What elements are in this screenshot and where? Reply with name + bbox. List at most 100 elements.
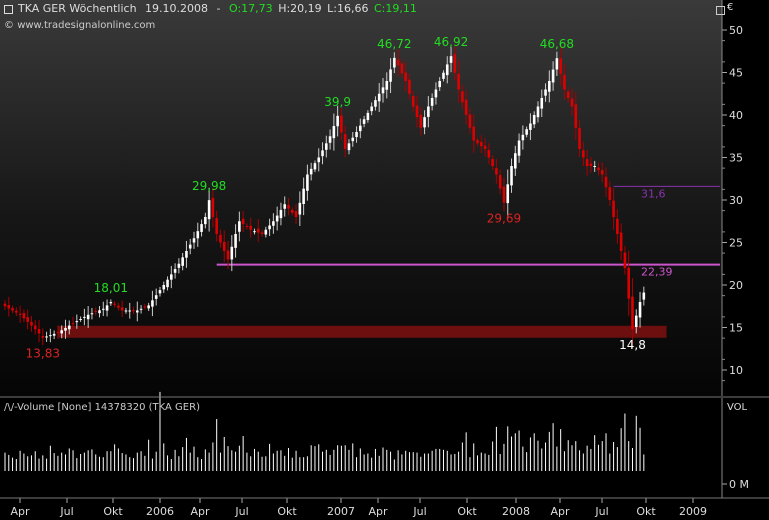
candle	[306, 164, 309, 201]
candle	[355, 126, 358, 143]
y-tick-label: 45	[729, 67, 743, 80]
volume-label: /\/-Volume [None] 14378320 (TKA GER)	[4, 402, 200, 413]
candle	[631, 278, 634, 348]
price-annotation: 46,72	[377, 37, 411, 51]
price-annotation: 46,92	[434, 35, 468, 49]
candle	[52, 330, 56, 340]
candle	[472, 114, 476, 153]
volume-header: /\/-Volume [None] 14378320 (TKA GER)	[4, 402, 200, 413]
y-tick-label: 10	[729, 364, 743, 377]
candle	[207, 187, 211, 232]
candle	[430, 93, 434, 111]
candle	[196, 222, 200, 247]
candle	[215, 210, 218, 242]
window-icon[interactable]	[4, 4, 13, 14]
candle	[374, 96, 377, 111]
x-tick-label: Apr	[10, 505, 30, 518]
candle	[67, 320, 71, 335]
candle	[268, 218, 271, 237]
candle	[491, 155, 494, 170]
candle	[536, 101, 540, 123]
candle	[506, 169, 510, 218]
candle	[166, 276, 169, 291]
candle	[419, 107, 423, 136]
candle	[627, 250, 630, 316]
candle	[188, 238, 192, 255]
x-tick-label: Apr	[190, 505, 210, 518]
price-annotation: 39,9	[324, 95, 351, 109]
price-annotation: 14,8	[619, 338, 646, 352]
close-value: C:19,11	[373, 2, 417, 15]
candle	[332, 113, 336, 151]
candle	[211, 187, 215, 228]
candle	[15, 307, 18, 317]
y-tick-label: 20	[729, 279, 743, 292]
candle	[26, 309, 29, 330]
source-url[interactable]: www.tradesignalonline.com	[17, 20, 156, 31]
candle	[238, 211, 241, 242]
candle	[98, 306, 101, 318]
x-tick-label: 2009	[679, 505, 707, 518]
candle	[642, 286, 646, 306]
candle	[90, 308, 94, 320]
candle	[359, 118, 362, 139]
candle	[495, 158, 498, 184]
candle	[283, 196, 287, 217]
candle	[381, 78, 385, 103]
candle	[340, 108, 343, 140]
line-label-support: 22,39	[641, 266, 673, 279]
candle	[45, 331, 48, 342]
candle	[574, 92, 578, 141]
source-line: © www.tradesignalonline.com	[4, 20, 156, 31]
x-tick-label: 2008	[502, 505, 530, 518]
y-tick-label: 25	[729, 237, 743, 250]
candle	[147, 302, 150, 311]
candle	[400, 59, 404, 78]
y-tick-label: 30	[729, 194, 743, 207]
candle	[272, 213, 275, 234]
candle	[540, 89, 544, 118]
price-annotation: 46,68	[540, 37, 574, 51]
candle	[604, 167, 608, 197]
candle	[325, 135, 328, 158]
symbol-label: TKA GER Wöchentlich	[18, 2, 137, 15]
x-tick-label: Jul	[59, 505, 73, 518]
x-tick-label: Jul	[234, 505, 248, 518]
x-tick-label: 2006	[146, 505, 174, 518]
candle	[109, 299, 113, 306]
candle	[7, 296, 11, 317]
y-tick-label: 35	[729, 152, 743, 165]
candle	[60, 325, 63, 339]
candle	[370, 102, 373, 116]
candle	[442, 70, 445, 82]
x-tick-label: Jul	[412, 505, 426, 518]
candle	[279, 202, 283, 226]
candle	[498, 169, 502, 195]
candle	[445, 56, 449, 84]
candle	[128, 302, 132, 319]
candle	[479, 135, 483, 153]
candle	[105, 299, 109, 317]
candle	[362, 115, 366, 128]
candle	[434, 82, 438, 105]
candle	[597, 162, 600, 176]
chart-header: TKA GER Wöchentlich 19.10.2008 - O:17,73…	[4, 2, 422, 15]
candle	[377, 83, 381, 113]
y-tick-label: 50	[729, 24, 743, 37]
volume-unit-label: VOL	[727, 402, 748, 413]
candle	[132, 306, 135, 314]
candle	[321, 142, 324, 165]
candle	[41, 328, 45, 346]
price-annotation: 29,98	[192, 179, 226, 193]
y-tick-label: 15	[729, 322, 743, 335]
panel-close-icon[interactable]	[716, 6, 725, 15]
candle	[638, 291, 642, 328]
candle	[510, 158, 513, 193]
candle	[589, 156, 593, 173]
candle	[468, 108, 472, 134]
candle	[532, 111, 536, 129]
candle	[328, 129, 332, 150]
candle	[566, 86, 570, 103]
candle	[483, 137, 487, 157]
candle	[411, 90, 415, 112]
